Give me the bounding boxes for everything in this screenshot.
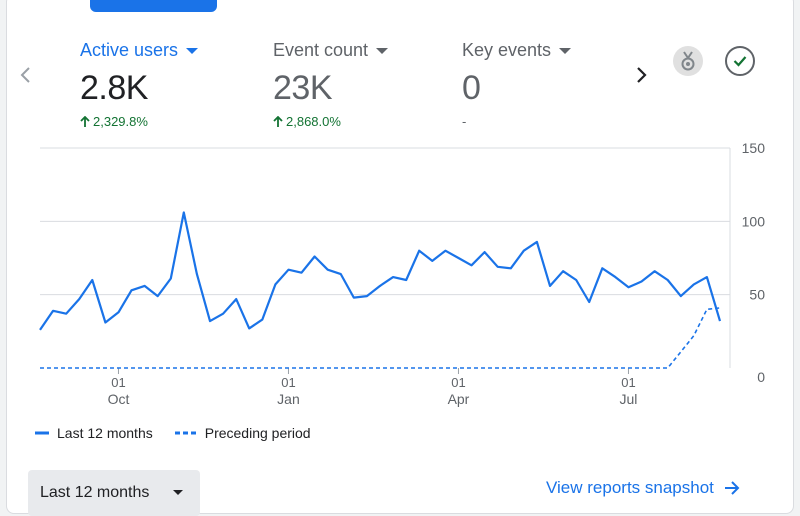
medal-icon: [681, 51, 695, 71]
metric-change: -: [462, 114, 571, 129]
metric-value: 0: [462, 69, 481, 107]
metric-change: 2,868.0%: [273, 114, 388, 129]
metric-change-value: -: [462, 114, 467, 129]
series-line-preceding-period: [40, 307, 721, 369]
caret-down-icon: [376, 47, 389, 54]
next-metrics-button[interactable]: [629, 63, 653, 87]
series-line-last-12-months: [39, 211, 722, 331]
metric-label: Key events: [462, 40, 552, 60]
x-tick-day: 01: [621, 375, 635, 390]
caret-down-icon: [173, 490, 183, 495]
arrow-up-icon: [273, 115, 283, 127]
solid-line-swatch: [35, 431, 49, 435]
caret-down-icon: [559, 47, 572, 54]
x-tick-month: Jan: [277, 391, 300, 407]
y-tick-label: 0: [757, 369, 765, 385]
status-check-badge[interactable]: [725, 46, 755, 76]
metric-value: 2.8K: [80, 69, 148, 107]
x-tick-day: 01: [111, 375, 125, 390]
caret-down-icon: [186, 47, 199, 54]
check-circle-icon: [733, 56, 747, 67]
chevron-right-icon: [637, 67, 647, 83]
x-tick-month: Jul: [620, 391, 638, 407]
medal-badge[interactable]: [673, 46, 703, 76]
metric-value: 23K: [273, 69, 333, 107]
x-tick-month: Oct: [108, 391, 130, 407]
metric-change-value: 2,868.0%: [286, 114, 341, 129]
metric-key-events[interactable]: Key events 0 -: [462, 40, 572, 129]
y-tick-label: 150: [742, 140, 766, 156]
legend-label: Preceding period: [204, 425, 311, 441]
legend-item-current: Last 12 months: [35, 425, 153, 441]
metric-event-count[interactable]: Event count 23K 2,868.0%: [273, 40, 389, 129]
view-link-label: View reports snapshot: [546, 478, 714, 497]
legend-item-preceding: Preceding period: [174, 425, 311, 441]
chart-legend: Last 12 months Preceding period: [35, 425, 311, 441]
date-range-dropdown[interactable]: Last 12 months: [28, 470, 200, 516]
previous-metrics-button[interactable]: [14, 63, 38, 87]
selected-tab-indicator: [90, 0, 217, 12]
chevron-left-icon: [20, 67, 30, 83]
view-reports-snapshot-link[interactable]: View reports snapshot: [546, 478, 740, 498]
arrow-up-icon: [80, 115, 90, 127]
date-range-value: Last 12 months: [40, 484, 150, 501]
x-tick-day: 01: [281, 375, 295, 390]
metric-change-value: 2,329.8%: [93, 114, 148, 129]
y-tick-label: 50: [749, 287, 765, 303]
metric-change: 2,329.8%: [80, 114, 198, 129]
dashed-line-swatch: [174, 431, 197, 435]
arrow-right-icon: [724, 481, 740, 495]
metric-active-users[interactable]: Active users 2.8K 2,329.8%: [80, 40, 199, 129]
metric-label: Event count: [273, 40, 369, 60]
y-tick-label: 100: [742, 213, 766, 229]
x-tick-month: Apr: [448, 391, 470, 407]
x-tick-day: 01: [451, 375, 465, 390]
metric-label: Active users: [80, 40, 179, 60]
legend-label: Last 12 months: [57, 425, 153, 441]
overview-card: [6, 0, 794, 514]
